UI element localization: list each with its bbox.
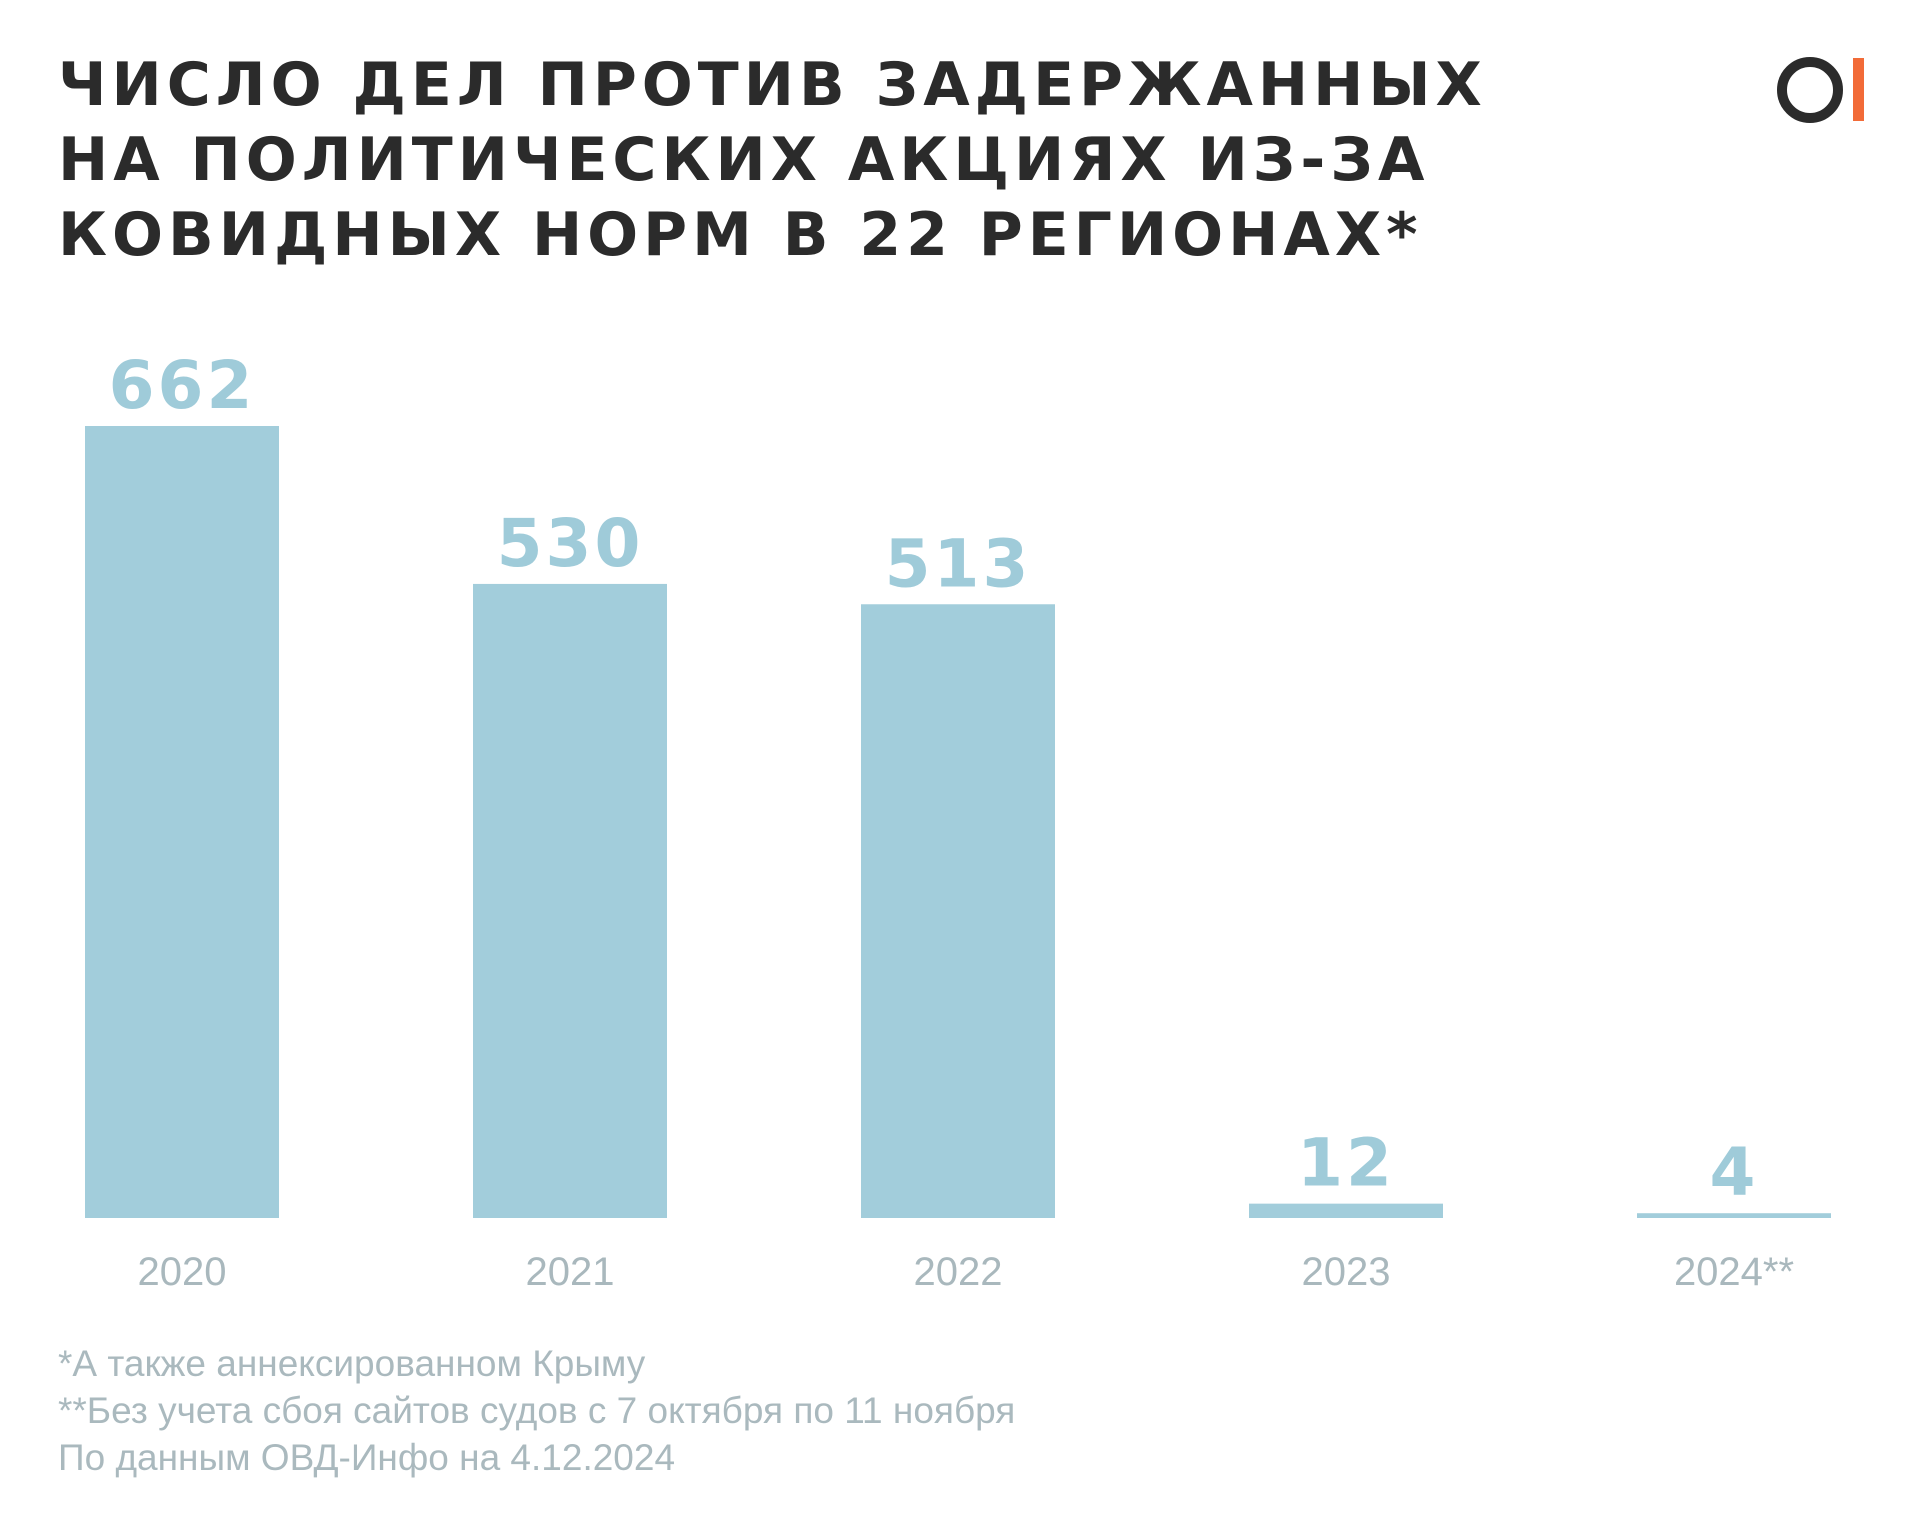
footnote-1: *А также аннексированном Крыму [58,1343,646,1384]
x-tick-label: 2020 [138,1250,227,1294]
title-line-3: КОВИДНЫХ НОРМ В 22 РЕГИОНАХ* [58,200,1423,270]
x-tick-label: 2024** [1674,1250,1794,1294]
value-label: 4 [1710,1134,1759,1211]
logo [1777,57,1864,123]
logo-circle [1777,57,1843,123]
bar-2024 [1637,1213,1831,1218]
value-label: 530 [497,505,644,582]
x-tick-label: 2021 [526,1250,615,1294]
footnotes: *А также аннексированном Крыму **Без уче… [58,1340,1015,1481]
value-label: 12 [1297,1125,1395,1202]
value-label: 662 [109,347,256,424]
logo-accent-bar [1853,58,1864,121]
x-tick-label: 2022 [914,1250,1003,1294]
bar-2020 [85,426,279,1218]
bar-2023 [1249,1203,1443,1218]
chart-title: ЧИСЛО ДЕЛ ПРОТИВ ЗАДЕРЖАННЫХ НА ПОЛИТИЧЕ… [58,48,1618,273]
bar-2022 [861,604,1055,1218]
title-line-1: ЧИСЛО ДЕЛ ПРОТИВ ЗАДЕРЖАННЫХ [58,50,1487,120]
footnote-source: По данным ОВД-Инфо на 4.12.2024 [58,1437,676,1478]
title-line-2: НА ПОЛИТИЧЕСКИХ АКЦИЯХ ИЗ-ЗА [58,125,1430,195]
footnote-2: **Без учета сбоя сайтов судов с 7 октябр… [58,1390,1016,1431]
x-tick-label: 2023 [1302,1250,1391,1294]
value-label: 513 [885,525,1032,602]
bar-2021 [473,583,667,1218]
